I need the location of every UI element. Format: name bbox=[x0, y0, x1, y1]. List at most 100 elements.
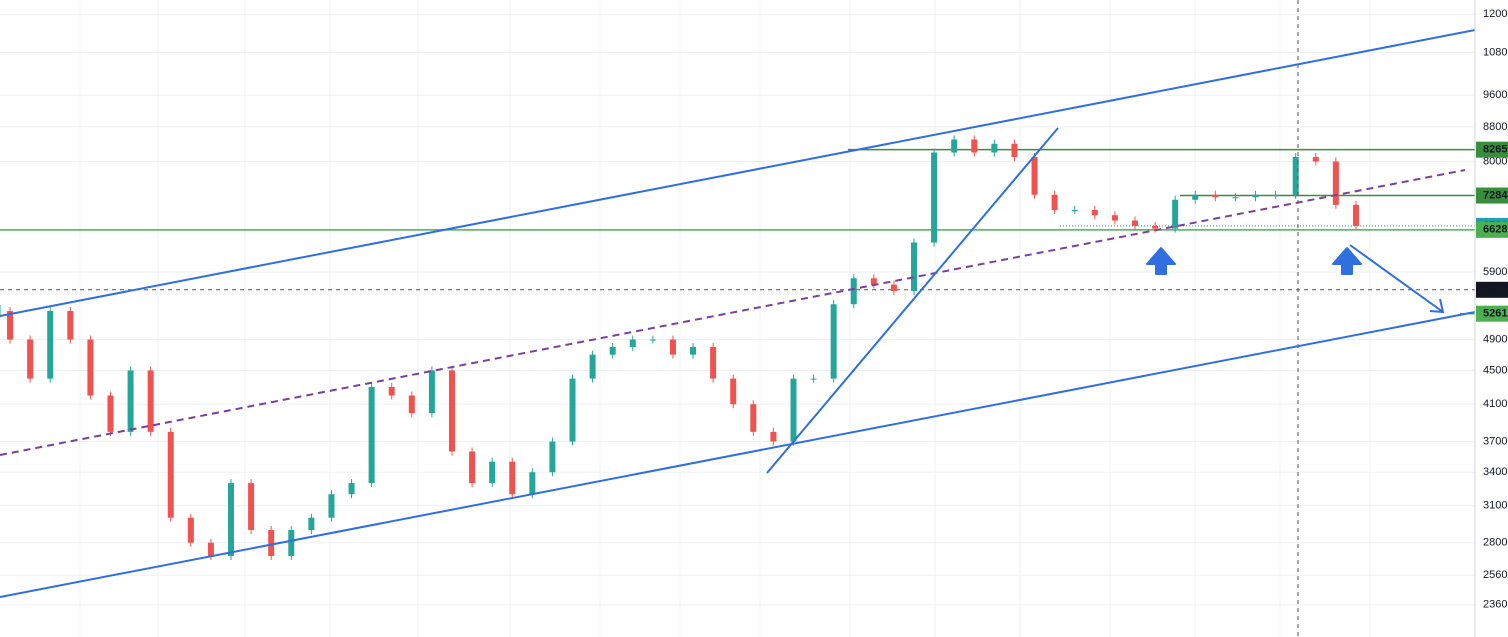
candle bbox=[730, 378, 737, 405]
candle bbox=[67, 311, 74, 340]
candle bbox=[448, 370, 455, 452]
candle bbox=[669, 339, 676, 355]
candle bbox=[770, 431, 777, 442]
candle bbox=[971, 139, 978, 153]
candle bbox=[489, 461, 496, 484]
candle bbox=[228, 483, 235, 556]
y-tick-label: 2360 bbox=[1483, 599, 1507, 611]
vertical-grid bbox=[79, 0, 1371, 637]
channel-lower bbox=[0, 311, 1476, 598]
target-arrow bbox=[1349, 244, 1445, 314]
candle bbox=[870, 278, 877, 285]
candle bbox=[810, 378, 817, 380]
candle bbox=[7, 311, 14, 340]
up-arrow bbox=[1146, 247, 1176, 275]
candle bbox=[649, 339, 656, 341]
candle bbox=[1091, 209, 1098, 216]
candle bbox=[127, 370, 134, 432]
y-tick-label: 3700 bbox=[1483, 435, 1507, 447]
candle bbox=[1212, 194, 1219, 198]
y-tick-label: 10800 bbox=[1483, 46, 1508, 58]
candle bbox=[1031, 156, 1038, 195]
y-tick-label: 9600 bbox=[1483, 89, 1507, 101]
price-label-box bbox=[1476, 141, 1508, 158]
candle bbox=[308, 517, 315, 531]
channel-upper bbox=[0, 29, 1476, 317]
candle bbox=[1011, 143, 1018, 157]
trendline bbox=[766, 127, 1059, 474]
y-tick-label: 4100. bbox=[1483, 398, 1508, 410]
candle bbox=[1192, 194, 1199, 200]
candle bbox=[428, 370, 435, 414]
candle bbox=[1071, 209, 1078, 211]
y-tick-label: 5900 bbox=[1483, 266, 1507, 278]
drawings bbox=[0, 29, 1476, 598]
y-tick-label: 12000 bbox=[1483, 8, 1508, 20]
candle bbox=[790, 378, 797, 442]
candle bbox=[1252, 194, 1259, 198]
candle bbox=[147, 370, 154, 432]
candle bbox=[1312, 156, 1319, 162]
candle bbox=[1051, 194, 1058, 210]
y-tick-label: 4900 bbox=[1483, 333, 1507, 345]
candle bbox=[549, 441, 556, 473]
candle bbox=[710, 347, 717, 379]
candle bbox=[1352, 204, 1359, 226]
candle bbox=[348, 483, 355, 495]
candle bbox=[690, 347, 697, 355]
candle bbox=[1152, 225, 1159, 229]
candle bbox=[328, 494, 335, 518]
candle bbox=[1131, 220, 1138, 226]
candle bbox=[27, 339, 34, 379]
y-tick-label: 3100. bbox=[1483, 500, 1508, 512]
candle bbox=[207, 542, 214, 556]
price-label: 5619 bbox=[1483, 284, 1507, 296]
price-label: 5261 bbox=[1483, 308, 1507, 320]
y-tick-label: 4500 bbox=[1483, 364, 1507, 376]
candle bbox=[167, 431, 174, 518]
y-tick-label: 2800 bbox=[1483, 537, 1507, 549]
y-tick-label: 2560 bbox=[1483, 569, 1507, 581]
y-tick-label: 8000 bbox=[1483, 155, 1507, 167]
candle bbox=[931, 152, 938, 243]
candle bbox=[529, 472, 536, 495]
candle bbox=[469, 451, 476, 484]
price-label-box bbox=[1476, 281, 1508, 298]
candle bbox=[187, 517, 194, 543]
candle bbox=[629, 339, 636, 348]
price-label: 6628 bbox=[1483, 224, 1507, 236]
candle bbox=[569, 378, 576, 442]
candle bbox=[589, 354, 596, 379]
candle bbox=[248, 483, 255, 531]
candle bbox=[408, 395, 415, 414]
candle bbox=[1172, 199, 1179, 229]
candle bbox=[1272, 194, 1279, 196]
candle bbox=[890, 284, 897, 292]
candle bbox=[991, 143, 998, 153]
candle bbox=[1292, 156, 1299, 195]
candle bbox=[87, 339, 94, 396]
candle bbox=[1232, 197, 1239, 199]
price-label-box bbox=[1476, 305, 1508, 322]
candle bbox=[750, 404, 757, 432]
up-arrow bbox=[1332, 247, 1362, 275]
candle bbox=[268, 530, 275, 556]
y-tick-label: 3400 bbox=[1483, 466, 1507, 478]
candle bbox=[609, 347, 616, 355]
candle bbox=[388, 386, 395, 396]
price-label-box bbox=[1476, 221, 1508, 238]
candle bbox=[288, 530, 295, 556]
candle bbox=[1111, 215, 1118, 221]
y-tick-label: 8800 bbox=[1483, 121, 1507, 133]
price-label: 7284 bbox=[1483, 189, 1508, 201]
channel-mid bbox=[0, 169, 1466, 456]
price-label-box bbox=[1476, 187, 1508, 204]
candle bbox=[509, 461, 516, 495]
candle bbox=[830, 304, 837, 379]
candle bbox=[951, 139, 958, 153]
price-label: 8265 bbox=[1483, 144, 1507, 156]
candle bbox=[1332, 161, 1339, 205]
candle bbox=[368, 386, 375, 484]
candle bbox=[911, 242, 918, 292]
